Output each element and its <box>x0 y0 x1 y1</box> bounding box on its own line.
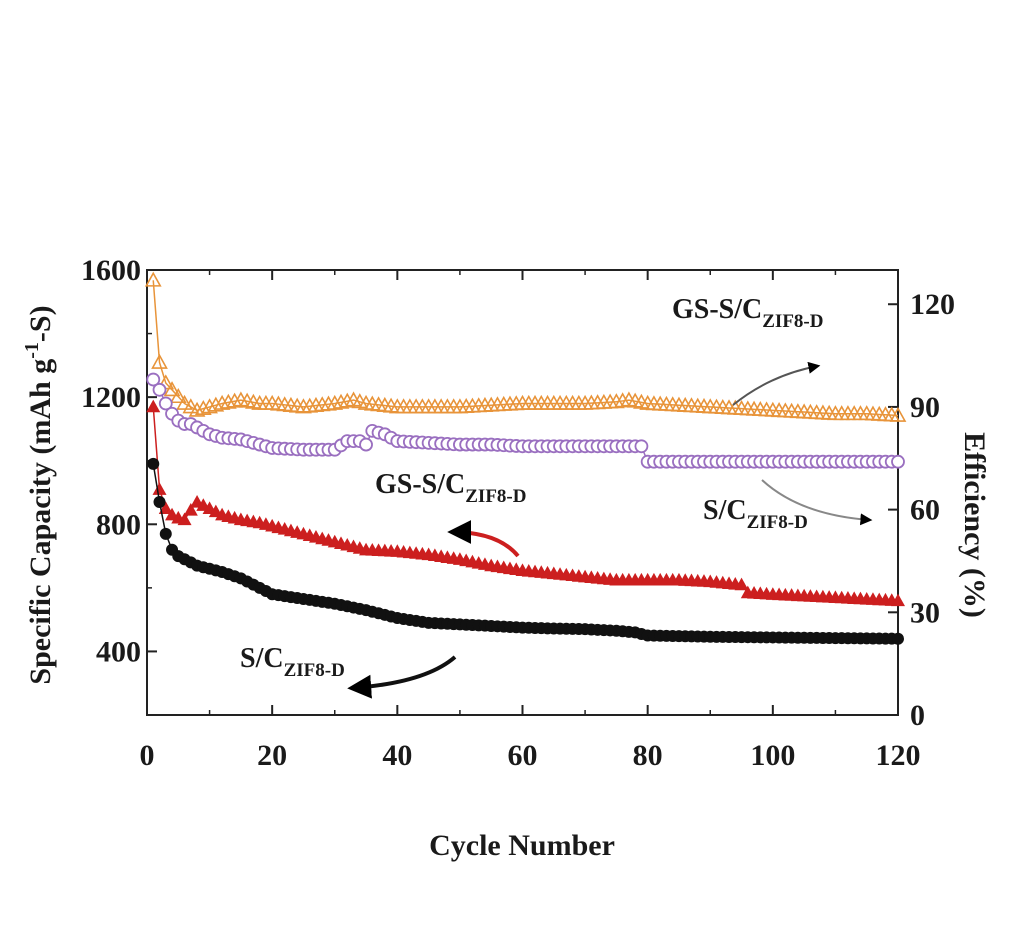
annotation-sc-capacity: S/CZIF8-D <box>240 643 457 699</box>
data-point <box>144 271 162 287</box>
data-point <box>734 577 749 591</box>
data-point <box>634 439 649 454</box>
series-filled-triangle <box>146 399 905 607</box>
y-right-tick-label: 30 <box>910 596 940 629</box>
y-left-axis-title-sup: -1 <box>21 342 43 359</box>
annotation-sc-capacity-label: S/CZIF8-D <box>240 643 345 681</box>
series-open-circle <box>146 372 905 469</box>
y-right-tick-label: 120 <box>910 288 955 321</box>
data-point <box>207 396 225 412</box>
data-point <box>159 527 172 540</box>
data-point <box>608 393 625 409</box>
annotation-sc-efficiency-arrow <box>761 479 873 526</box>
series-open-triangle <box>144 271 907 422</box>
data-point <box>891 454 905 469</box>
annotation-gs-efficiency: GS-S/CZIF8-D <box>672 294 823 406</box>
data-point <box>163 381 181 397</box>
data-point <box>146 399 161 413</box>
y-right-tick-label: 0 <box>910 699 925 732</box>
x-tick-label: 120 <box>876 739 921 772</box>
data-point <box>188 401 206 417</box>
data-point <box>892 632 904 645</box>
data-point <box>169 388 187 404</box>
y-left-axis-ticks: 400 800 1200 1600 <box>81 254 157 668</box>
y-left-axis-title-main: Specific Capacity (mAh g <box>24 359 57 685</box>
y-left-axis-title: Specific Capacity (mAh g-1-S) <box>21 305 57 684</box>
data-point <box>359 437 373 452</box>
annotation-gs-capacity-arrow <box>447 520 520 558</box>
data-point <box>183 502 198 516</box>
data-point <box>219 393 237 409</box>
y-right-tick-label: 90 <box>910 391 940 424</box>
data-point <box>201 398 218 414</box>
x-tick-label: 80 <box>633 739 663 772</box>
data-point <box>147 457 160 470</box>
annotation-gs-efficiency-label: GS-S/CZIF8-D <box>672 294 823 332</box>
y-left-tick-label: 1600 <box>81 254 141 287</box>
annotation-gs-capacity: GS-S/CZIF8-D <box>375 469 526 558</box>
annotation-sc-efficiency: S/CZIF8-D <box>703 479 873 533</box>
x-axis-title: Cycle Number <box>429 829 615 862</box>
data-point <box>332 393 350 409</box>
data-point <box>152 382 167 397</box>
data-point <box>176 394 193 410</box>
data-point <box>151 353 168 369</box>
data-point <box>226 392 243 408</box>
series-layer <box>144 271 907 645</box>
y-left-tick-label: 800 <box>96 508 141 541</box>
y-left-tick-label: 1200 <box>81 381 141 414</box>
data-point <box>213 394 231 410</box>
data-point <box>338 392 356 408</box>
data-point <box>614 392 631 408</box>
annotation-gs-capacity-label: GS-S/CZIF8-D <box>375 469 526 507</box>
data-point <box>152 482 167 495</box>
y-right-axis-ticks: 0 30 60 90 120 <box>888 288 955 732</box>
data-point <box>158 396 173 411</box>
data-point <box>326 394 344 410</box>
data-point <box>153 496 166 509</box>
y-right-tick-label: 60 <box>910 494 940 527</box>
data-point <box>158 501 173 514</box>
series-filled-circle <box>147 457 904 645</box>
x-tick-label: 20 <box>257 739 287 772</box>
x-tick-label: 60 <box>508 739 538 772</box>
x-tick-label: 100 <box>750 739 795 772</box>
annotation-sc-efficiency-label: S/CZIF8-D <box>703 495 808 533</box>
data-point <box>194 399 212 416</box>
y-right-axis-title: Efficiency (%) <box>958 432 991 618</box>
x-tick-label: 40 <box>382 739 412 772</box>
x-axis-ticks: 0 20 40 60 80 100 120 <box>140 270 921 772</box>
annotation-sc-capacity-arrow <box>347 655 457 699</box>
x-tick-label: 0 <box>140 739 155 772</box>
data-point <box>889 406 907 422</box>
data-point <box>146 372 161 387</box>
y-left-tick-label: 400 <box>96 635 141 668</box>
data-point <box>891 593 905 607</box>
data-point <box>177 512 192 526</box>
data-point <box>182 398 200 414</box>
series-line <box>152 280 899 417</box>
y-left-axis-title-tail: -S) <box>24 305 57 342</box>
annotation-gs-efficiency-arrow <box>732 361 821 406</box>
